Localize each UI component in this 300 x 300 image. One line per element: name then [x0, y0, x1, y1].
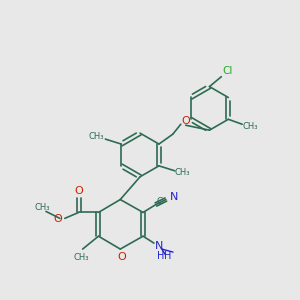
Text: CH₃: CH₃: [89, 132, 104, 141]
Text: O: O: [181, 116, 190, 126]
Text: Cl: Cl: [222, 66, 232, 76]
Text: N: N: [169, 192, 178, 202]
Text: CH₃: CH₃: [242, 122, 258, 131]
Text: C: C: [157, 197, 163, 206]
Text: CH₃: CH₃: [175, 168, 190, 177]
Text: H: H: [164, 251, 172, 261]
Text: O: O: [53, 214, 62, 224]
Text: H: H: [157, 251, 165, 261]
Text: O: O: [117, 252, 126, 262]
Text: CH₃: CH₃: [74, 253, 89, 262]
Text: N: N: [155, 241, 163, 251]
Text: O: O: [74, 186, 83, 196]
Text: CH₃: CH₃: [34, 203, 50, 212]
